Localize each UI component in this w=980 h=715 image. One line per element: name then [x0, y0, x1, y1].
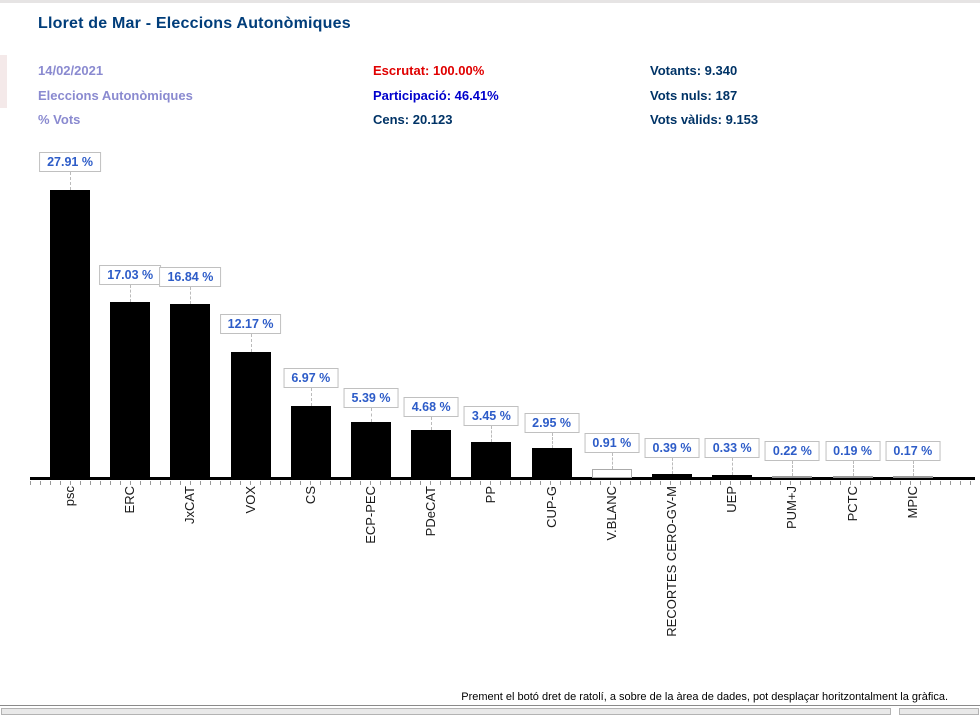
votants-stat: Votants: 9.340 [650, 63, 738, 78]
value-label-pctc: 0.19 % [825, 441, 881, 461]
value-connector-cs [310, 388, 312, 406]
scrollbar-thumb[interactable] [1, 708, 891, 715]
bar-psc[interactable] [50, 190, 90, 478]
vots-nuls-stat: Vots nuls: 187 [650, 87, 738, 103]
category-label-uep: UEP [724, 486, 740, 513]
value-label-jxcat: 16.84 % [159, 267, 222, 287]
bar-ecp-pec[interactable] [351, 422, 391, 478]
x-axis-ticks [30, 481, 976, 485]
category-label-recortes-cero-gv-m: RECORTES CERO-GV-M [664, 486, 679, 637]
category-label-mpic: MPIC [904, 486, 920, 519]
value-connector-mpic [912, 461, 914, 476]
category-label-pctc: PCTC [844, 486, 860, 522]
category-label-psc: psc [62, 486, 77, 507]
info-column-right: Votants: 9.340 Vots nuls: 187 Vots vàlid… [650, 59, 758, 133]
value-label-psc: 27.91 % [39, 152, 101, 172]
window-top-border [0, 0, 980, 3]
value-label-pp: 3.45 % [463, 406, 519, 426]
page-title: Lloret de Mar - Eleccions Autonòmiques [38, 15, 351, 32]
bar-v-blanc[interactable] [591, 469, 632, 478]
scrollbar-track-right[interactable] [899, 708, 979, 715]
bar-vox[interactable] [230, 352, 271, 478]
value-connector-pp [491, 426, 493, 442]
value-label-pdecat: 4.68 % [403, 397, 459, 417]
bar-pp[interactable] [471, 442, 512, 478]
horizontal-scrollbar[interactable] [0, 705, 980, 715]
bar-pctc[interactable] [832, 476, 873, 478]
category-label-pp: PP [483, 486, 499, 504]
drag-hint-text: Prement el botó dret de ratolí, a sobre … [461, 691, 948, 703]
value-connector-psc [70, 172, 71, 190]
category-label-cs: CS [302, 486, 318, 505]
bar-pum-j[interactable] [772, 476, 813, 478]
value-label-cs: 6.97 % [283, 368, 339, 388]
value-connector-vox [250, 334, 252, 352]
category-label-ecp-pec: ECP-PEC [363, 486, 378, 544]
category-label-pum-j: PUM+J [784, 486, 800, 529]
value-connector-v-blanc [611, 453, 613, 469]
value-connector-ecp-pec [371, 408, 372, 422]
value-label-erc: 17.03 % [99, 265, 162, 285]
value-label-v-blanc: 0.91 % [584, 433, 640, 453]
bar-recortes-cero-gv-m[interactable] [652, 474, 692, 478]
left-edge-strip [0, 55, 7, 108]
value-label-uep: 0.33 % [704, 438, 760, 458]
value-label-pum-j: 0.22 % [764, 441, 820, 461]
x-axis-line [30, 477, 975, 480]
value-connector-erc [130, 285, 132, 302]
value-connector-uep [732, 458, 734, 475]
vots-valids-stat: Vots vàlids: 9.153 [650, 112, 759, 127]
bar-jxcat[interactable] [170, 304, 211, 478]
category-label-cup-g: CUP-G [543, 486, 559, 528]
info-column-left: 14/02/2021 Eleccions Autonòmiques % Vots [38, 59, 193, 133]
value-connector-cup-g [551, 433, 553, 448]
bar-cup-g[interactable] [531, 448, 572, 478]
value-connector-recortes-cero-gv-m [672, 458, 673, 474]
value-label-ecp-pec: 5.39 % [343, 388, 399, 408]
category-label-vox: VOX [242, 486, 258, 514]
category-label-erc: ERC [122, 486, 138, 514]
category-label-v-blanc: V.BLANC [603, 486, 619, 541]
election-date: 14/02/2021 [38, 63, 104, 78]
value-label-cup-g: 2.95 % [524, 413, 580, 433]
value-connector-pum-j [792, 461, 794, 476]
escrutat-stat: Escrutat: 100.00% [373, 63, 485, 78]
value-label-vox: 12.17 % [219, 314, 282, 334]
cens-stat: Cens: 20.123 [373, 112, 453, 127]
bar-erc[interactable] [110, 302, 151, 478]
participacio-stat: Participació: 46.41% [373, 87, 499, 103]
category-label-pdecat: PDeCAT [423, 486, 439, 537]
value-connector-pctc [852, 461, 854, 476]
bar-pdecat[interactable] [411, 430, 452, 478]
value-connector-jxcat [190, 287, 192, 304]
value-label-mpic: 0.17 % [885, 441, 941, 461]
value-label-recortes-cero-gv-m: 0.39 % [644, 438, 700, 458]
metric-label: % Vots [38, 112, 81, 127]
value-connector-pdecat [431, 417, 433, 430]
bar-cs[interactable] [290, 406, 331, 478]
bar-uep[interactable] [712, 475, 753, 478]
category-label-jxcat: JxCAT [182, 486, 198, 525]
election-type: Eleccions Autonòmiques [38, 87, 193, 103]
info-column-middle: Escrutat: 100.00% Participació: 46.41% C… [373, 59, 499, 133]
bar-mpic[interactable] [892, 476, 933, 478]
